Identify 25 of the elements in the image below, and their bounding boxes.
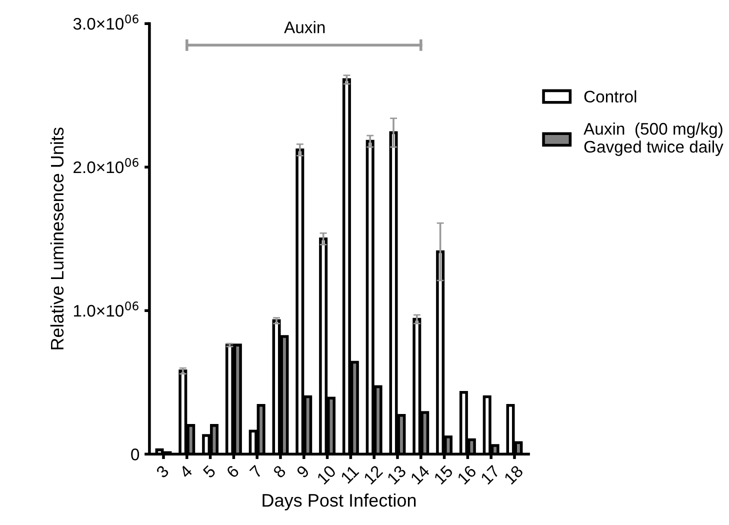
x-tick-label: 15 (434, 464, 454, 485)
legend-label: Control (584, 90, 636, 103)
x-tick-label: 17 (480, 464, 500, 485)
x-tick-label: 16 (456, 464, 477, 485)
x-tick-label: 14 (410, 464, 430, 485)
legend-label: Auxin (500 mg/kg) Gavged twice daily (584, 122, 724, 156)
x-tick-label: 13 (386, 464, 407, 485)
x-tick-label: 9 (296, 464, 310, 479)
y-tick-label: 3.0×10$^{06}$ (73, 14, 138, 30)
x-tick-label: 8 (272, 464, 286, 479)
x-tick-label: 3 (155, 464, 170, 479)
x-tick-label: 5 (202, 464, 216, 479)
x-tick-label: 10 (316, 464, 337, 485)
y-axis-title: Relative Luminesence Units (50, 128, 64, 350)
x-tick-label: 7 (249, 464, 263, 478)
x-tick-label: 18 (504, 464, 524, 485)
x-tick-label: 4 (178, 464, 193, 479)
y-tick-label: 0 (131, 448, 140, 460)
y-tick-label: 2.0×10$^{06}$ (74, 158, 138, 174)
y-tick-label: 1.0×10$^{06}$ (74, 301, 138, 317)
annotation: Auxin (284, 21, 325, 34)
x-tick-label: 12 (363, 464, 384, 485)
x-axis-title: Days Post Infection (262, 493, 416, 510)
x-tick-label: 6 (226, 464, 240, 478)
x-tick-label: 11 (340, 464, 360, 484)
